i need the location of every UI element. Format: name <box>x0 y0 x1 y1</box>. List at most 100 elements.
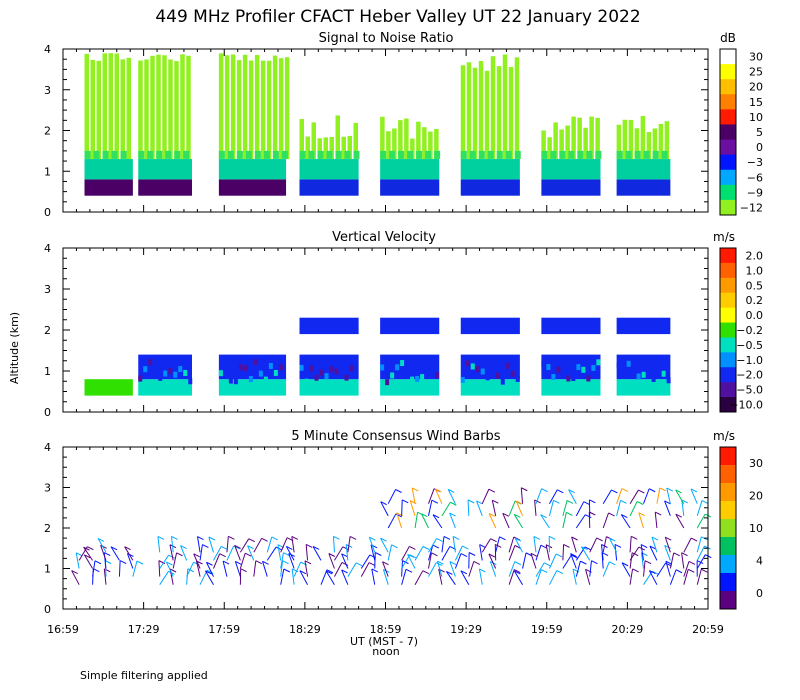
snr-cell <box>658 123 664 160</box>
wind-barb-flag <box>422 570 430 575</box>
wind-barb-flag <box>580 560 587 565</box>
wind-barb-flag <box>71 570 78 574</box>
wind-barb-staff <box>575 560 581 577</box>
wind-barbs <box>71 487 712 585</box>
wind-barb-staff <box>585 569 591 585</box>
wind-barb-staff <box>280 537 288 553</box>
vv-cell <box>631 361 636 368</box>
wind-barb-flag <box>585 514 592 519</box>
snr-cell <box>386 131 391 160</box>
wind-barb-staff <box>382 569 389 585</box>
wind-barb-flag <box>93 568 100 573</box>
wind-barb-flag <box>621 488 629 493</box>
snr-cell <box>341 136 346 160</box>
wind-barb-flag <box>283 552 290 557</box>
wind-barb-flag <box>452 536 460 540</box>
vv-cell <box>515 375 520 382</box>
colorbar-label: 15 <box>749 96 763 109</box>
vv-cell <box>485 374 490 381</box>
colorbar-swatch <box>720 519 736 538</box>
wind-barb-flag <box>401 499 409 504</box>
wind-barb-staff <box>280 560 284 577</box>
vv-cell <box>551 374 556 381</box>
wind-barb-staff <box>502 513 510 529</box>
y-tick-label: 2 <box>44 125 51 138</box>
wind-barb-staff <box>199 570 208 585</box>
wind-barb-flag <box>688 568 695 573</box>
snr-cell <box>335 115 340 160</box>
wind-barb-flag <box>555 553 563 558</box>
snr-cell <box>661 150 668 159</box>
vv-cell <box>238 364 243 371</box>
vv-cell <box>218 370 223 377</box>
wind-barb-staff <box>428 538 437 553</box>
wind-barb-staff <box>380 537 389 553</box>
snr-cell <box>236 150 243 159</box>
wind-barb-flag <box>97 537 105 542</box>
wind-barb-staff <box>530 553 537 569</box>
snr-cell <box>138 60 143 160</box>
wind-barb-flag <box>282 560 289 565</box>
snr-cell <box>559 150 566 159</box>
y-tick-label: 0 <box>44 603 51 616</box>
wind-barb-staff <box>126 553 134 569</box>
wind-barb-staff <box>696 545 705 561</box>
wind-barb-staff <box>454 553 462 569</box>
wind-barb-flag <box>341 562 349 566</box>
wind-barb-staff <box>83 554 93 569</box>
wind-barb-staff <box>545 544 550 561</box>
vv-cell <box>329 366 334 373</box>
vv-cell <box>541 354 601 380</box>
wind-barb-staff <box>360 554 371 569</box>
colorbar-label: −12 <box>740 201 763 214</box>
wind-barb-staff <box>435 488 443 504</box>
wind-barb-flag <box>589 499 596 504</box>
wind-barb-staff <box>675 513 685 529</box>
snr-cell <box>242 54 248 160</box>
wind-barb-staff <box>428 544 434 561</box>
wind-barb-staff <box>165 561 174 577</box>
snr-cell <box>425 150 432 159</box>
vv-cell <box>380 379 440 396</box>
vv-cell <box>158 374 163 381</box>
wind-barb-staff <box>299 570 309 585</box>
colorbar-label: −9 <box>747 186 763 199</box>
colorbar-label: 0 <box>756 141 763 154</box>
wind-barb-staff <box>159 554 170 569</box>
snr-cell <box>428 131 433 160</box>
x-tick-label: 17:59 <box>208 623 240 636</box>
wind-barb-flag <box>271 536 278 541</box>
snr-cell <box>460 159 520 180</box>
wind-barb-flag <box>488 512 496 517</box>
snr-cell <box>380 150 387 159</box>
vv-cell <box>273 369 278 376</box>
colorbar-label: −6 <box>747 171 763 184</box>
wind-barb-staff <box>602 512 610 529</box>
wind-barb-flag <box>495 543 502 548</box>
wind-barb-staff <box>334 546 344 561</box>
wind-barb-staff <box>414 512 419 529</box>
snr-cell <box>634 150 641 159</box>
wind-barb-staff <box>428 500 433 516</box>
wind-barb-staff <box>640 552 644 569</box>
wind-barb-flag <box>286 545 293 550</box>
wind-barb-flag <box>571 536 578 541</box>
wind-barb-flag <box>690 537 698 542</box>
wind-barb-flag <box>673 552 680 557</box>
wind-barb-staff <box>651 536 658 553</box>
wind-barb-flag <box>202 544 209 549</box>
wind-barb-flag <box>391 544 398 549</box>
colorbar-swatch <box>720 262 736 279</box>
wind-barb-flag <box>521 487 528 492</box>
snr-cell <box>398 120 403 160</box>
wind-barb-flag <box>638 489 645 494</box>
snr-cell <box>281 150 288 159</box>
wind-barb-flag <box>651 536 659 541</box>
wind-barb-staff <box>491 500 497 516</box>
colorbar-label: 1.0 <box>746 264 764 277</box>
wind-barb-staff <box>629 489 639 504</box>
wind-barb-flag <box>119 560 127 565</box>
wind-barb-staff <box>172 552 178 569</box>
wind-barb-flag <box>305 544 313 548</box>
wind-barb-staff <box>234 561 241 577</box>
